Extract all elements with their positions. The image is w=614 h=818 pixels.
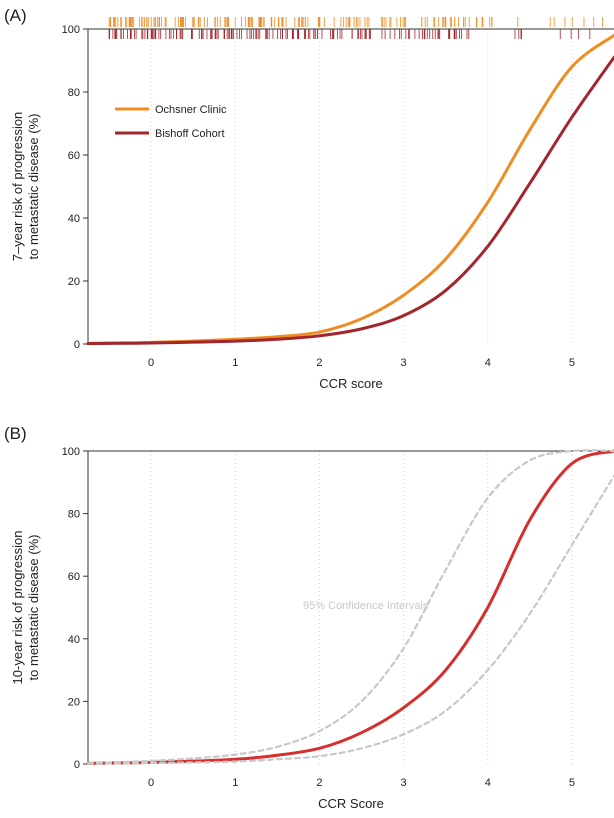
ci-bound-line bbox=[86, 474, 614, 765]
x-tick-label: 3 bbox=[401, 777, 407, 789]
x-tick-label: 5 bbox=[569, 357, 575, 369]
y-axis-label-line2: to metastatic disease (%) bbox=[26, 535, 41, 681]
y-tick-label: 20 bbox=[68, 696, 80, 708]
panel-a-label: (A) bbox=[4, 6, 27, 25]
chart-a-svg: 0 20 40 60 80 100 0 1 2 3 4 5 CCR score 7–year risk o… bbox=[10, 17, 614, 391]
x-tick-label: 3 bbox=[401, 357, 407, 369]
y-tick-label: 80 bbox=[68, 87, 80, 99]
series-line-bishoff-cohort bbox=[86, 55, 614, 346]
y-tick-label: 40 bbox=[68, 634, 80, 646]
x-tick-label: 2 bbox=[316, 357, 322, 369]
estimate-line bbox=[86, 449, 614, 765]
x-tick-label: 4 bbox=[485, 357, 491, 369]
panel-b: (B) 0 20 40 60 80 100 0 1 2 3 4 5 CCR Score 10-year r… bbox=[0, 418, 614, 818]
x-axis-label: CCR Score bbox=[318, 796, 384, 811]
y-tick-label: 20 bbox=[68, 276, 80, 288]
y-tick-label: 100 bbox=[62, 24, 80, 36]
y-tick-label: 100 bbox=[62, 446, 80, 458]
y-tick-label: 60 bbox=[68, 150, 80, 162]
x-tick-label: 5 bbox=[569, 777, 575, 789]
y-tick-label: 0 bbox=[74, 759, 80, 771]
x-tick-label: 4 bbox=[485, 777, 491, 789]
x-tick-label: 0 bbox=[148, 357, 154, 369]
ci-annotation: 95% Confidence Intervals bbox=[303, 600, 429, 612]
y-axis-label-line2: to metastatic disease (%) bbox=[26, 114, 41, 260]
chart-b-svg: 0 20 40 60 80 100 0 1 2 3 4 5 CCR Score 10-year risk … bbox=[10, 446, 614, 811]
ci-bound-line bbox=[86, 449, 614, 765]
legend-label: Bishoff Cohort bbox=[155, 128, 225, 140]
series-line-ochsner-clinic bbox=[86, 33, 614, 345]
panel-b-label: (B) bbox=[4, 424, 27, 443]
panel-a: (A) 0 20 40 60 80 100 0 1 2 3 4 5 CCR score 7–year ri… bbox=[0, 0, 614, 400]
x-tick-label: 1 bbox=[232, 357, 238, 369]
y-tick-label: 60 bbox=[68, 571, 80, 583]
x-tick-label: 1 bbox=[232, 777, 238, 789]
y-axis-label-line1: 10-year risk of progression bbox=[10, 531, 25, 685]
legend-label: Ochsner Clinic bbox=[155, 104, 227, 116]
y-tick-label: 40 bbox=[68, 213, 80, 225]
y-axis-label-line1: 7–year risk of progression bbox=[10, 112, 25, 262]
x-axis-label: CCR score bbox=[319, 376, 383, 391]
y-tick-label: 80 bbox=[68, 509, 80, 521]
y-tick-label: 0 bbox=[74, 339, 80, 351]
x-tick-label: 2 bbox=[316, 777, 322, 789]
x-tick-label: 0 bbox=[148, 777, 154, 789]
